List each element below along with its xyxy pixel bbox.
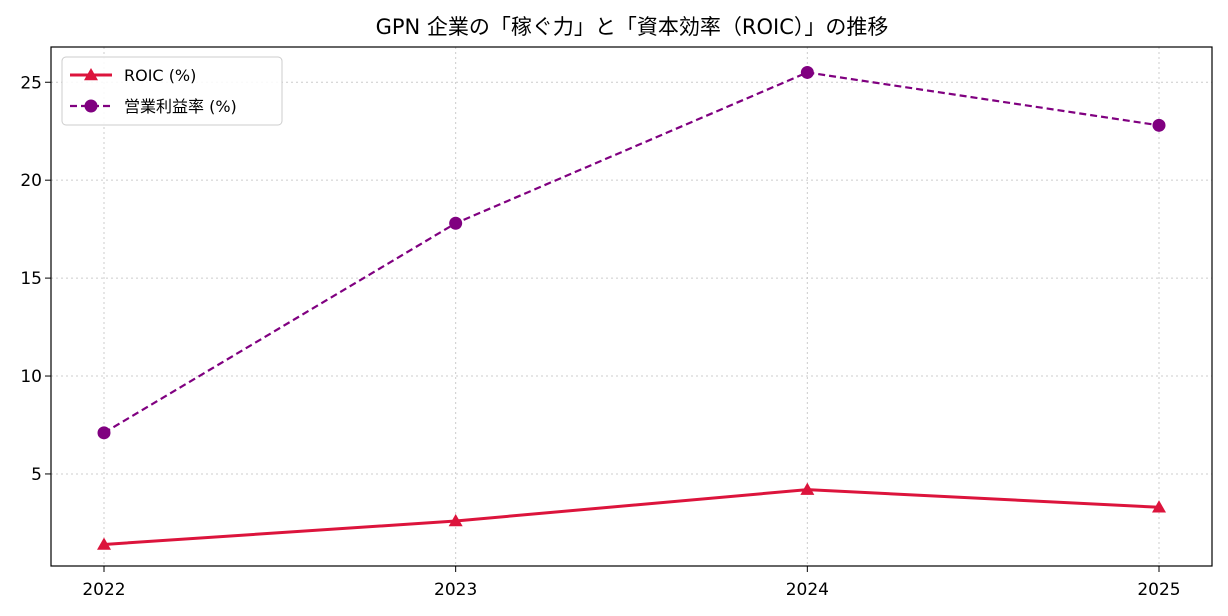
- legend-marker: [84, 99, 98, 113]
- chart-title: GPN 企業の「稼ぐ力」と「資本効率（ROIC）」の推移: [376, 15, 889, 39]
- grid: [51, 47, 1212, 566]
- x-tick-label: 2025: [1137, 580, 1180, 600]
- x-tick-label: 2022: [82, 580, 125, 600]
- y-tick-label: 25: [20, 73, 42, 93]
- x-tick-label: 2023: [434, 580, 477, 600]
- data-point: [1152, 118, 1166, 132]
- y-tick-label: 20: [20, 171, 42, 191]
- data-point: [800, 65, 814, 79]
- data-point: [1152, 500, 1166, 513]
- series-1: [97, 482, 1166, 550]
- legend-label: ROIC (%): [124, 66, 196, 85]
- data-point: [800, 482, 815, 495]
- x-tick-label: 2024: [786, 580, 829, 600]
- data-point: [97, 537, 111, 550]
- legend-label: 営業利益率 (%): [124, 97, 237, 116]
- data-point: [97, 426, 111, 440]
- data-point: [449, 216, 463, 230]
- legend-box: [61, 56, 283, 126]
- series-line: [103, 71, 1160, 434]
- series-2: [97, 65, 1166, 440]
- legend-marker: [84, 68, 98, 81]
- series-line: [103, 488, 1160, 546]
- plot-frame: [50, 46, 1213, 567]
- data-point: [448, 513, 463, 527]
- legend: ROIC (%) 営業利益率 (%): [61, 56, 283, 126]
- y-tick-label: 5: [31, 465, 42, 485]
- y-tick-label: 10: [20, 367, 42, 387]
- series-layer: [97, 65, 1166, 550]
- y-tick-label: 15: [20, 269, 42, 289]
